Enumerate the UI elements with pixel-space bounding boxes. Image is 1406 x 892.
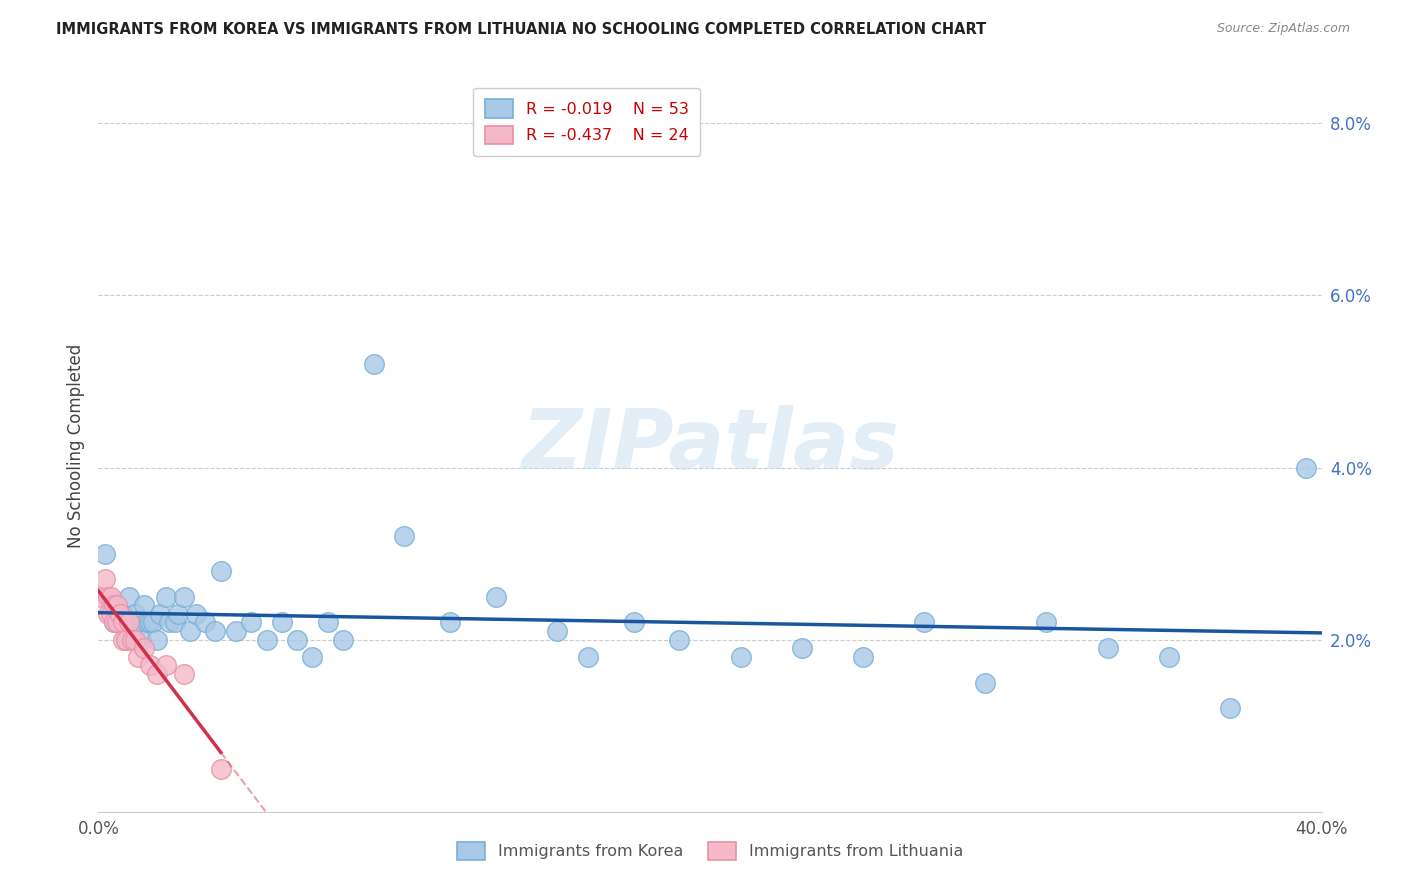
Point <box>121 624 143 638</box>
Point <box>157 615 180 630</box>
Point <box>124 632 146 647</box>
Point <box>139 615 162 630</box>
Point <box>163 615 186 630</box>
Point <box>118 590 141 604</box>
Point <box>194 615 217 630</box>
Point <box>1295 460 1317 475</box>
Point <box>97 590 120 604</box>
Point <box>127 649 149 664</box>
Point <box>105 615 128 630</box>
Text: IMMIGRANTS FROM KOREA VS IMMIGRANTS FROM LITHUANIA NO SCHOOLING COMPLETED CORREL: IMMIGRANTS FROM KOREA VS IMMIGRANTS FROM… <box>56 22 987 37</box>
Point <box>100 607 122 621</box>
Point <box>392 529 416 543</box>
Point <box>111 632 134 647</box>
Point <box>115 632 138 647</box>
Point <box>179 624 201 638</box>
Legend: Immigrants from Korea, Immigrants from Lithuania: Immigrants from Korea, Immigrants from L… <box>447 832 973 870</box>
Point <box>118 615 141 630</box>
Point <box>103 615 125 630</box>
Point <box>439 615 461 630</box>
Point <box>974 675 997 690</box>
Point <box>173 590 195 604</box>
Point <box>485 590 508 604</box>
Point <box>285 632 308 647</box>
Point <box>204 624 226 638</box>
Point <box>105 615 128 630</box>
Point <box>142 615 165 630</box>
Point <box>912 615 935 630</box>
Point <box>111 615 134 630</box>
Point <box>270 615 292 630</box>
Point <box>1097 641 1119 656</box>
Point <box>240 615 263 630</box>
Point <box>155 590 177 604</box>
Y-axis label: No Schooling Completed: No Schooling Completed <box>67 344 86 548</box>
Point <box>1219 701 1241 715</box>
Point <box>209 564 232 578</box>
Point <box>790 641 813 656</box>
Point <box>316 615 339 630</box>
Point <box>332 632 354 647</box>
Point <box>730 649 752 664</box>
Point <box>93 547 115 561</box>
Point <box>623 615 645 630</box>
Point <box>173 667 195 681</box>
Point <box>155 658 177 673</box>
Point <box>1157 649 1180 664</box>
Point <box>209 762 232 776</box>
Point <box>546 624 568 638</box>
Point <box>167 607 190 621</box>
Point <box>115 632 138 647</box>
Point <box>103 598 125 612</box>
Point <box>108 607 131 621</box>
Point <box>111 607 134 621</box>
Point <box>93 573 115 587</box>
Point <box>852 649 875 664</box>
Point <box>363 357 385 371</box>
Point <box>105 598 128 612</box>
Point <box>145 667 167 681</box>
Point <box>256 632 278 647</box>
Point <box>136 615 159 630</box>
Point <box>186 607 208 621</box>
Point <box>129 632 152 647</box>
Point <box>668 632 690 647</box>
Point <box>124 607 146 621</box>
Point <box>145 632 167 647</box>
Text: ZIPatlas: ZIPatlas <box>522 406 898 486</box>
Point <box>97 607 120 621</box>
Point <box>1035 615 1057 630</box>
Point <box>134 641 156 656</box>
Point <box>121 632 143 647</box>
Point <box>225 624 247 638</box>
Point <box>139 658 162 673</box>
Point <box>127 615 149 630</box>
Point <box>90 590 112 604</box>
Point <box>301 649 323 664</box>
Point <box>576 649 599 664</box>
Point <box>100 590 122 604</box>
Point <box>134 598 156 612</box>
Point <box>108 607 131 621</box>
Point <box>103 615 125 630</box>
Point <box>149 607 172 621</box>
Text: Source: ZipAtlas.com: Source: ZipAtlas.com <box>1216 22 1350 36</box>
